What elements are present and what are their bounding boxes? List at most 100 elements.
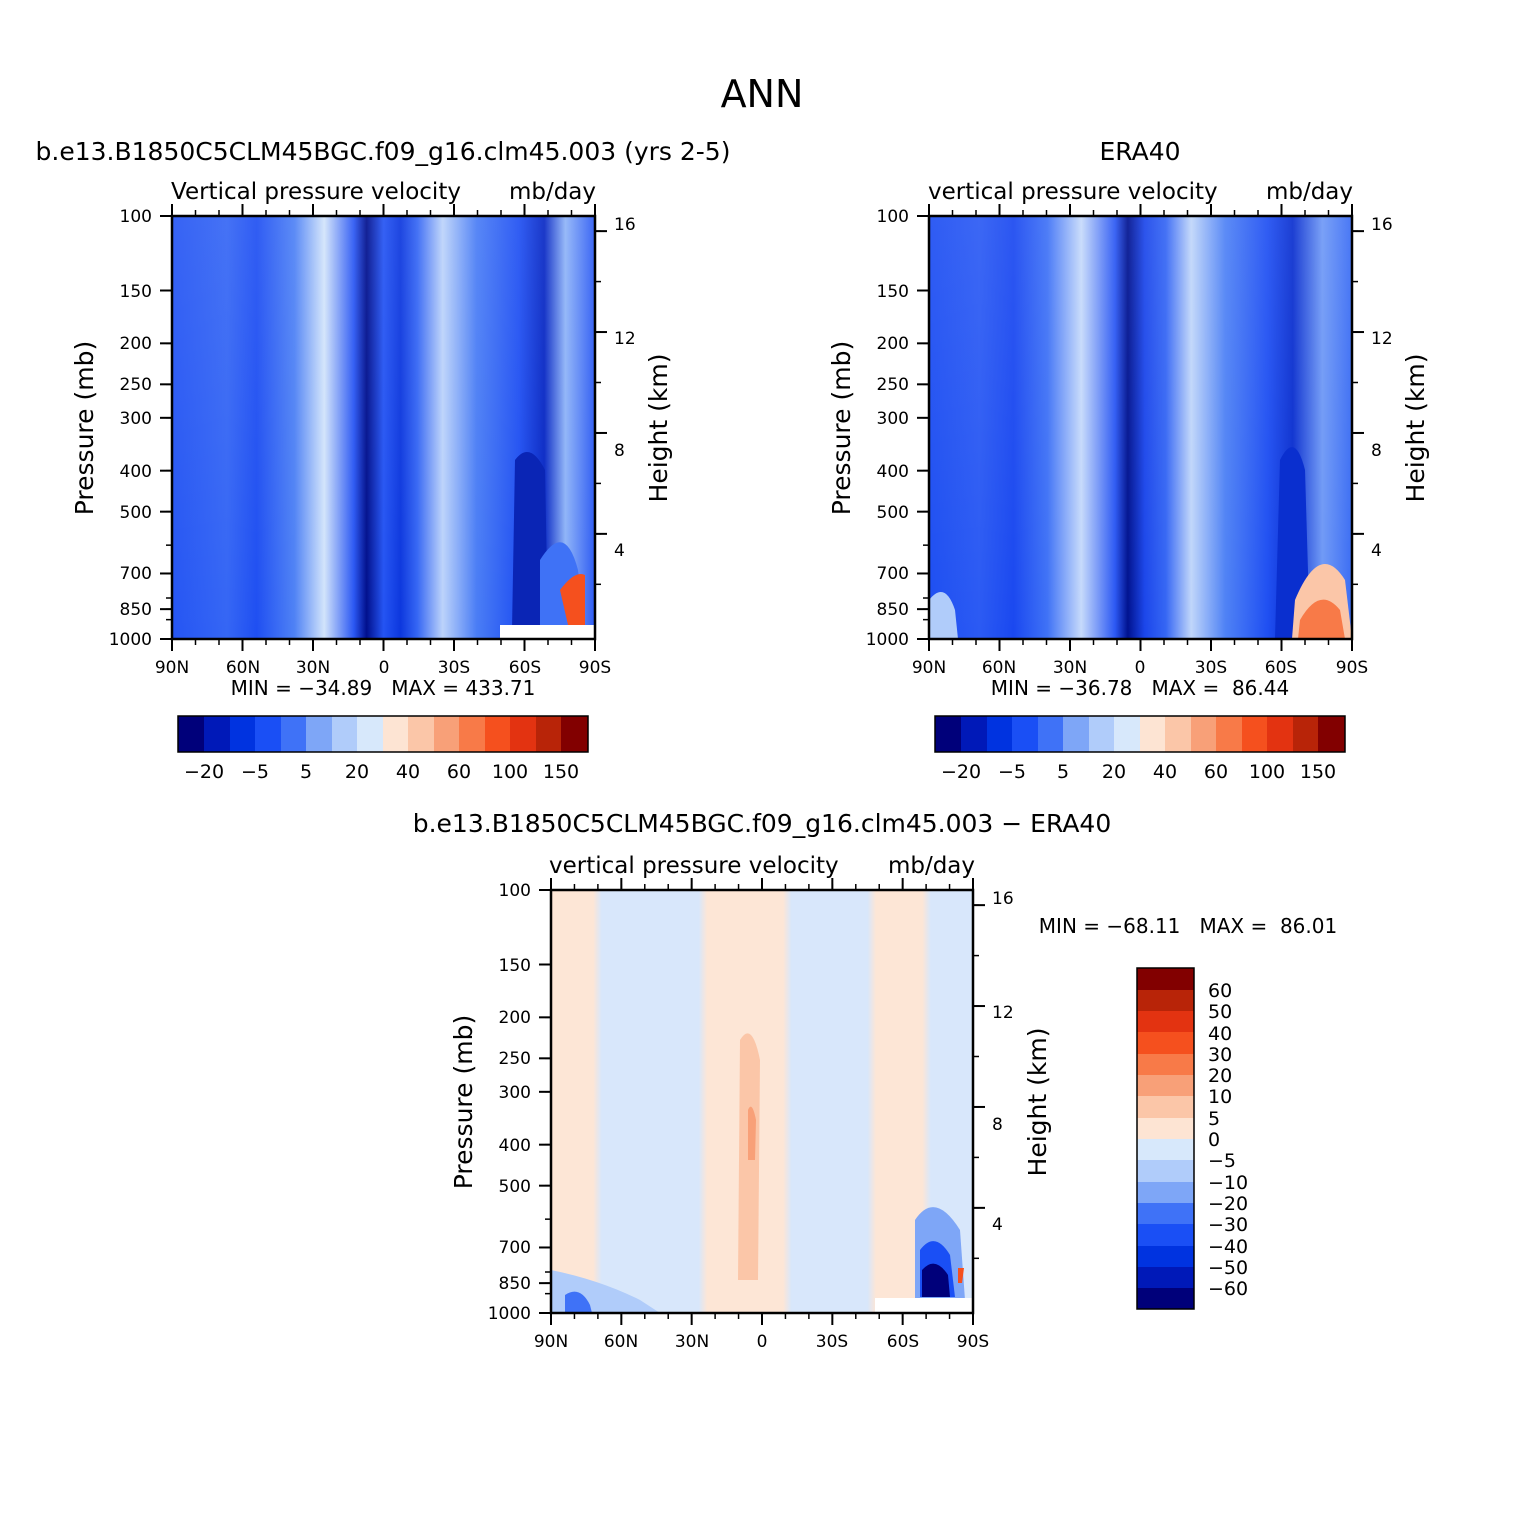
colorbar-label: 40 bbox=[396, 761, 420, 783]
y-axis-left: 100 150 200 250 300 400 500 700 850 1000… bbox=[827, 207, 909, 650]
contour-field bbox=[172, 216, 595, 639]
colorbar-label: −5 bbox=[1208, 1150, 1236, 1172]
colorbar-label: 50 bbox=[1208, 1001, 1232, 1023]
y-tick-label: 400 bbox=[877, 462, 909, 482]
colorbar: −20 −5 5 20 40 60 100 150 bbox=[934, 715, 1346, 783]
y-tick-label: 500 bbox=[120, 503, 152, 523]
x-tick-label: 90N bbox=[155, 658, 189, 678]
y-tick-label: 150 bbox=[877, 282, 909, 302]
contour-field bbox=[929, 216, 1352, 639]
y-tick-label: 500 bbox=[877, 503, 909, 523]
y-tick-label: 850 bbox=[499, 1274, 531, 1294]
y2-tick-label: 16 bbox=[1371, 215, 1393, 235]
colorbar-label: 5 bbox=[1208, 1108, 1220, 1130]
panel-subtitle-right: mb/day bbox=[888, 853, 975, 879]
x-tick-label: 60N bbox=[982, 658, 1016, 678]
y-tick-label: 1000 bbox=[109, 630, 152, 650]
y-axis-left: 100 150 200 250 300 400 500 700 850 1000… bbox=[70, 207, 152, 650]
colorbar-label: 60 bbox=[1204, 761, 1228, 783]
x-axis: 90N 60N 30N 0 30S 60S 90S bbox=[534, 1332, 989, 1352]
y2-tick-label: 8 bbox=[992, 1115, 1003, 1135]
y2-tick-label: 12 bbox=[1371, 329, 1393, 349]
y-tick-label: 850 bbox=[120, 600, 152, 620]
x-tick-label: 60S bbox=[887, 1332, 919, 1352]
y2-tick-label: 12 bbox=[992, 1003, 1014, 1023]
y2-tick-label: 16 bbox=[614, 215, 636, 235]
y-tick-label: 200 bbox=[120, 334, 152, 354]
y-tick-label: 250 bbox=[120, 375, 152, 395]
colorbar-label: −30 bbox=[1208, 1214, 1248, 1236]
panel-subtitle-right: mb/day bbox=[509, 179, 596, 205]
panel-subtitle-right: mb/day bbox=[1266, 179, 1353, 205]
panel-subtitle-left: vertical pressure velocity bbox=[928, 179, 1218, 205]
panel-title: ERA40 bbox=[1099, 137, 1180, 166]
panel-model: b.e13.B1850C5CLM45BGC.f09_g16.clm45.003 … bbox=[36, 137, 731, 783]
x-tick-label: 60N bbox=[226, 658, 260, 678]
colorbar-label: −50 bbox=[1208, 1257, 1248, 1279]
y2-tick-label: 4 bbox=[1371, 541, 1382, 561]
y-tick-label: 100 bbox=[499, 881, 531, 901]
y2-tick-label: 12 bbox=[614, 329, 636, 349]
x-tick-label: 90S bbox=[1336, 658, 1368, 678]
figure-title: ANN bbox=[721, 72, 804, 116]
panel-era40: ERA40 vertical pressure velocity mb/day … bbox=[827, 137, 1430, 783]
colorbar-label: −5 bbox=[241, 761, 269, 783]
colorbar-label: 60 bbox=[1208, 980, 1232, 1002]
y2-axis-title: Height (km) bbox=[1401, 354, 1430, 503]
y-tick-label: 150 bbox=[120, 282, 152, 302]
colorbar-label: 30 bbox=[1208, 1044, 1232, 1066]
colorbar-label: 20 bbox=[1102, 761, 1126, 783]
x-tick-label: 90N bbox=[534, 1332, 568, 1352]
y2-axis-title: Height (km) bbox=[644, 354, 673, 503]
panel-difference: b.e13.B1850C5CLM45BGC.f09_g16.clm45.003 … bbox=[413, 809, 1337, 1352]
contour-field bbox=[551, 890, 973, 1313]
colorbar-label: 20 bbox=[1208, 1065, 1232, 1087]
colorbar-label: −20 bbox=[1208, 1193, 1248, 1215]
y-tick-label: 700 bbox=[120, 564, 152, 584]
y-tick-label: 500 bbox=[499, 1177, 531, 1197]
colorbar: −20 −5 5 20 40 60 100 150 bbox=[177, 715, 589, 783]
y-tick-label: 250 bbox=[877, 375, 909, 395]
x-tick-label: 0 bbox=[1135, 658, 1146, 678]
colorbar-label: 20 bbox=[345, 761, 369, 783]
y-tick-label: 400 bbox=[499, 1136, 531, 1156]
x-tick-label: 0 bbox=[757, 1332, 768, 1352]
y2-tick-label: 8 bbox=[1371, 441, 1382, 461]
colorbar-label: −20 bbox=[184, 761, 224, 783]
min-max-stats: MIN = −68.11 MAX = 86.01 bbox=[1039, 914, 1337, 938]
colorbar-label: 150 bbox=[1300, 761, 1336, 783]
colorbar-label: −20 bbox=[941, 761, 981, 783]
x-tick-label: 30S bbox=[1195, 658, 1227, 678]
x-axis: 90N 60N 30N 0 30S 60S 90S bbox=[155, 658, 611, 678]
y-axis-right: 16 12 8 4 Height (km) bbox=[614, 215, 673, 561]
colorbar-label: 40 bbox=[1208, 1023, 1232, 1045]
y-tick-label: 150 bbox=[499, 956, 531, 976]
colorbar-label: 100 bbox=[492, 761, 528, 783]
y2-tick-label: 4 bbox=[992, 1215, 1003, 1235]
y-tick-label: 300 bbox=[120, 409, 152, 429]
y-tick-label: 100 bbox=[877, 207, 909, 227]
min-max-stats: MIN = −34.89 MAX = 433.71 bbox=[231, 676, 536, 700]
panel-title: b.e13.B1850C5CLM45BGC.f09_g16.clm45.003 … bbox=[36, 137, 731, 166]
x-tick-label: 90S bbox=[579, 658, 611, 678]
colorbar-label: 60 bbox=[447, 761, 471, 783]
x-tick-label: 30N bbox=[296, 658, 330, 678]
y-axis-title: Pressure (mb) bbox=[70, 341, 99, 515]
colorbar-label: 150 bbox=[543, 761, 579, 783]
y2-axis-title: Height (km) bbox=[1023, 1028, 1052, 1177]
y-tick-label: 1000 bbox=[866, 630, 909, 650]
y-axis-right: 16 12 8 4 Height (km) bbox=[992, 889, 1052, 1235]
x-axis: 90N 60N 30N 0 30S 60S 90S bbox=[912, 658, 1368, 678]
y-tick-label: 700 bbox=[499, 1238, 531, 1258]
colorbar: 60 50 40 30 20 10 5 0 −5 −10 −20 −30 −40… bbox=[1136, 967, 1248, 1310]
colorbar-label: −40 bbox=[1208, 1236, 1248, 1258]
x-tick-label: 30S bbox=[816, 1332, 848, 1352]
y-tick-label: 100 bbox=[120, 207, 152, 227]
y2-tick-label: 8 bbox=[614, 441, 625, 461]
y2-tick-label: 4 bbox=[614, 541, 625, 561]
y-tick-label: 300 bbox=[499, 1083, 531, 1103]
colorbar-label: −5 bbox=[998, 761, 1026, 783]
x-tick-label: 90N bbox=[912, 658, 946, 678]
y-axis-right: 16 12 8 4 Height (km) bbox=[1371, 215, 1430, 561]
